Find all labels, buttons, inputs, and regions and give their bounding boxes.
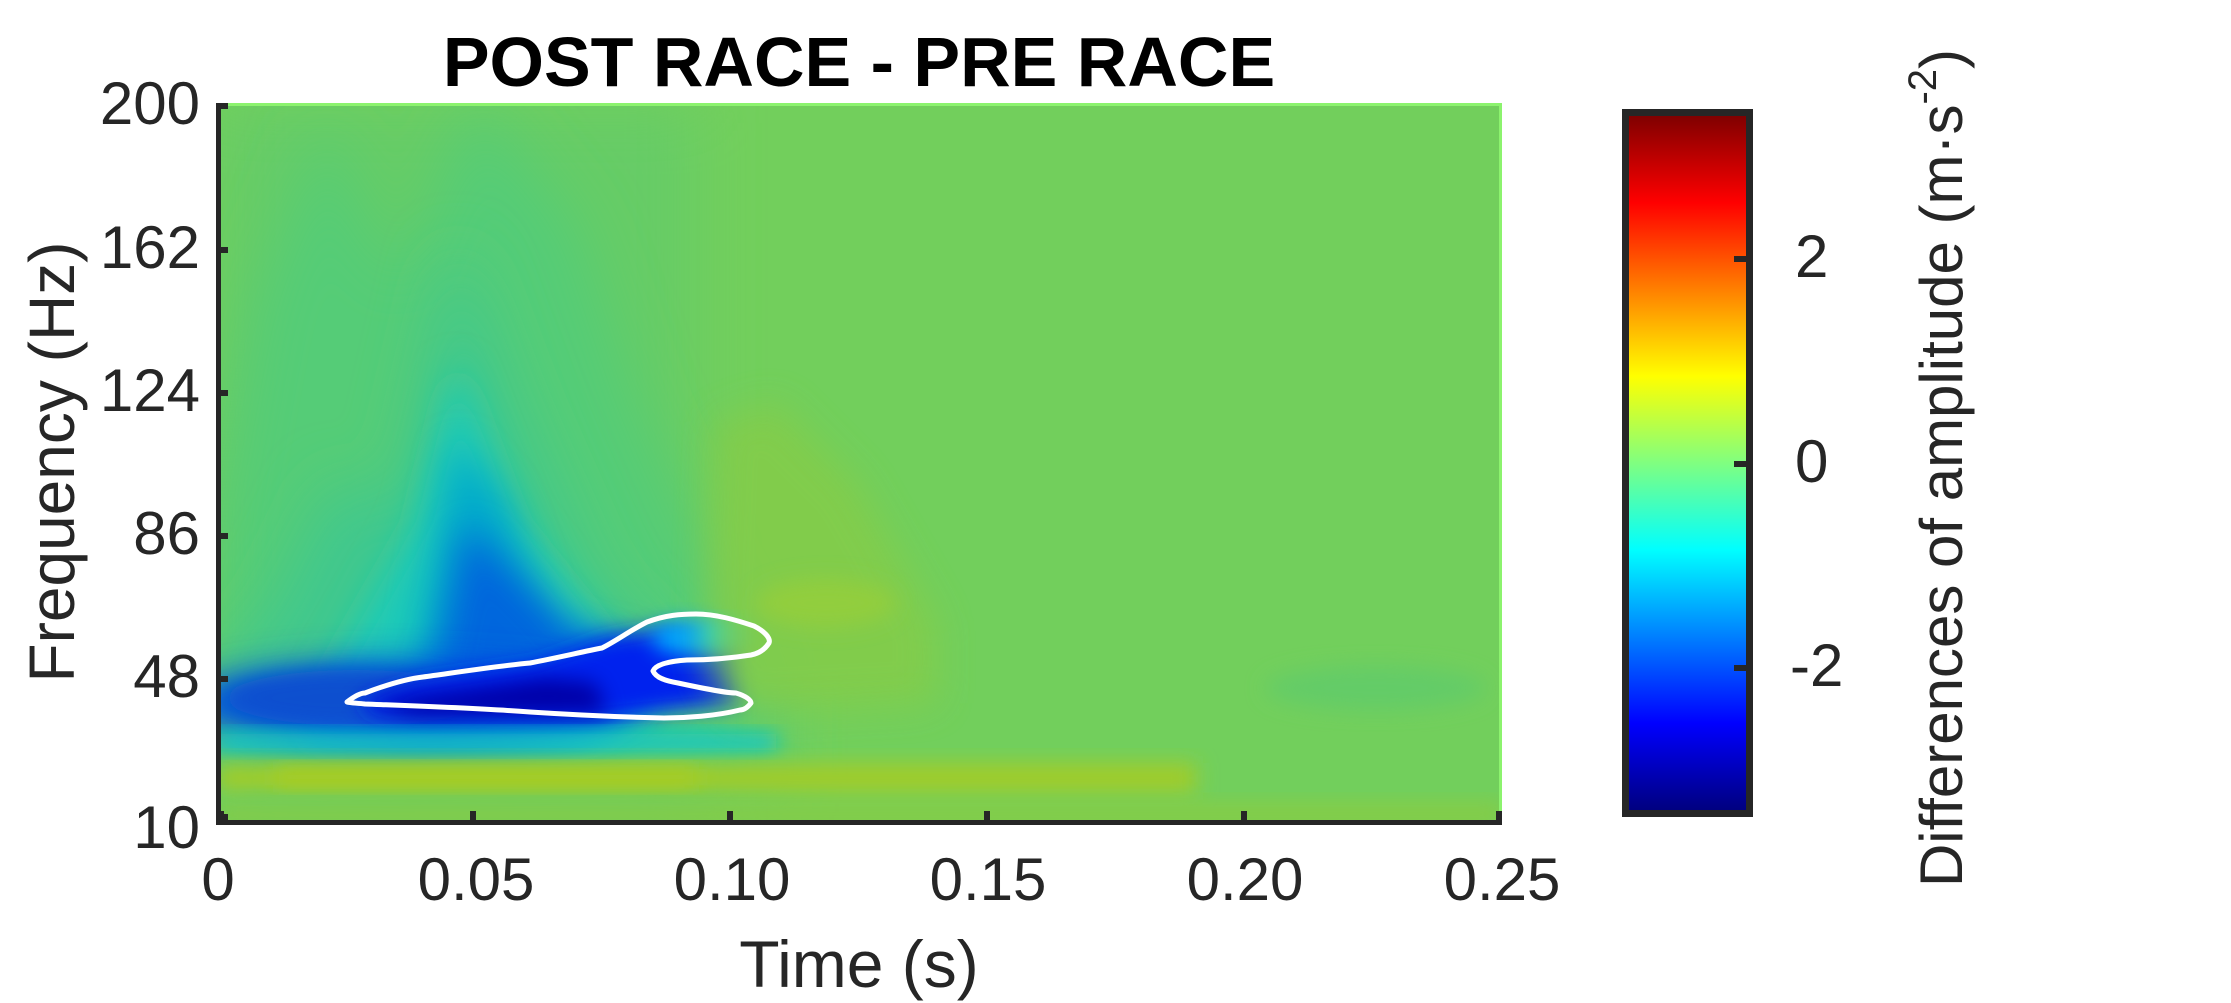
x-axis-label: Time (s) xyxy=(739,927,979,1001)
x-tick-label: 0.05 xyxy=(417,846,535,913)
x-tick-label: 0.15 xyxy=(929,846,1047,913)
y-tick-label: 86 xyxy=(133,500,200,567)
colorbar-label-close: ) xyxy=(1908,48,1975,69)
colorbar-gradient xyxy=(1629,116,1746,810)
x-ticks xyxy=(218,811,1502,823)
significance-contour xyxy=(344,611,772,721)
chart-title: POST RACE - PRE RACE xyxy=(442,23,1276,101)
colorbar-label-text: Differences of amplitude (m·s xyxy=(1908,104,1975,888)
y-axis-label: Frequency (Hz) xyxy=(16,241,88,683)
colorbar-tick-label: -2 xyxy=(1790,632,1844,699)
heatmap-plot-area xyxy=(216,103,1502,828)
y-tick-label: 124 xyxy=(99,357,200,424)
y-tick-label: 200 xyxy=(99,70,200,137)
x-tick-label: 0.10 xyxy=(673,846,791,913)
y-tick-label: 162 xyxy=(99,214,200,281)
x-tick-label: 0.25 xyxy=(1443,846,1561,913)
colorbar-label-exponent: -2 xyxy=(1901,68,1945,105)
colorbar-tick-label: 2 xyxy=(1795,223,1829,290)
y-tick-label: 10 xyxy=(133,794,200,861)
x-tick-label: 0.20 xyxy=(1186,846,1304,913)
x-tick-label: 0 xyxy=(201,846,235,913)
y-tick-label: 48 xyxy=(133,643,200,710)
heatmap xyxy=(216,103,1502,828)
colorbar xyxy=(1622,109,1753,817)
colorbar-tick-label: 0 xyxy=(1795,428,1829,495)
colorbar-label: Differences of amplitude (m·s-2) xyxy=(1901,48,1975,888)
